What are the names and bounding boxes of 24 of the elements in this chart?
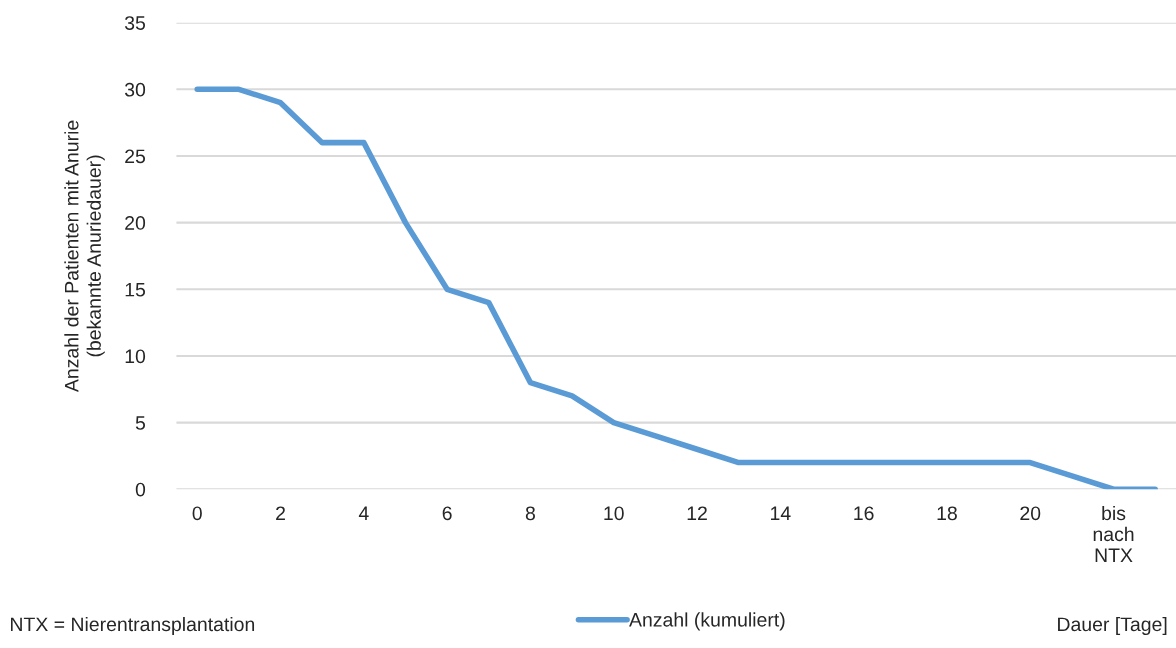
x-tick-label: 14 bbox=[770, 506, 791, 520]
x-tick-label: 8 bbox=[525, 506, 535, 521]
y-tick-label: 25 bbox=[125, 149, 146, 164]
x-tick-label: 18 bbox=[937, 506, 957, 521]
x-tick-label: 20 bbox=[1020, 506, 1041, 521]
text: NTX = Nierentransplantation bbox=[11, 616, 255, 636]
y-tick-label: 10 bbox=[125, 349, 146, 364]
x-tick-label: 12 bbox=[687, 506, 707, 520]
x-axis-title: Dauer [Tage] bbox=[1058, 616, 1167, 636]
y-axis-title: Anzahl der Patienten mit Anurie (bekannte Anuriedauer) bbox=[64, 120, 105, 393]
x-tick-label: 4 bbox=[358, 506, 369, 520]
y-tick-label: 20 bbox=[125, 216, 146, 230]
y-tick-label: 30 bbox=[124, 82, 146, 97]
x-tick-label: 0 bbox=[192, 506, 202, 521]
y-tick-label: 35 bbox=[124, 16, 146, 30]
y-tick-label: 0 bbox=[135, 482, 146, 497]
x-tick-label: 10 bbox=[604, 506, 624, 521]
y-tick-label: 5 bbox=[135, 416, 146, 430]
x-tick-label: 16 bbox=[854, 506, 874, 521]
x-tick-label: 6 bbox=[442, 506, 452, 521]
y-tick-label: 15 bbox=[125, 282, 146, 297]
legend-label: Anzahl (kumuliert) bbox=[629, 612, 785, 631]
x-tick-label: 2 bbox=[276, 506, 285, 520]
x-tick-label: bis nach NTX bbox=[1093, 505, 1134, 562]
